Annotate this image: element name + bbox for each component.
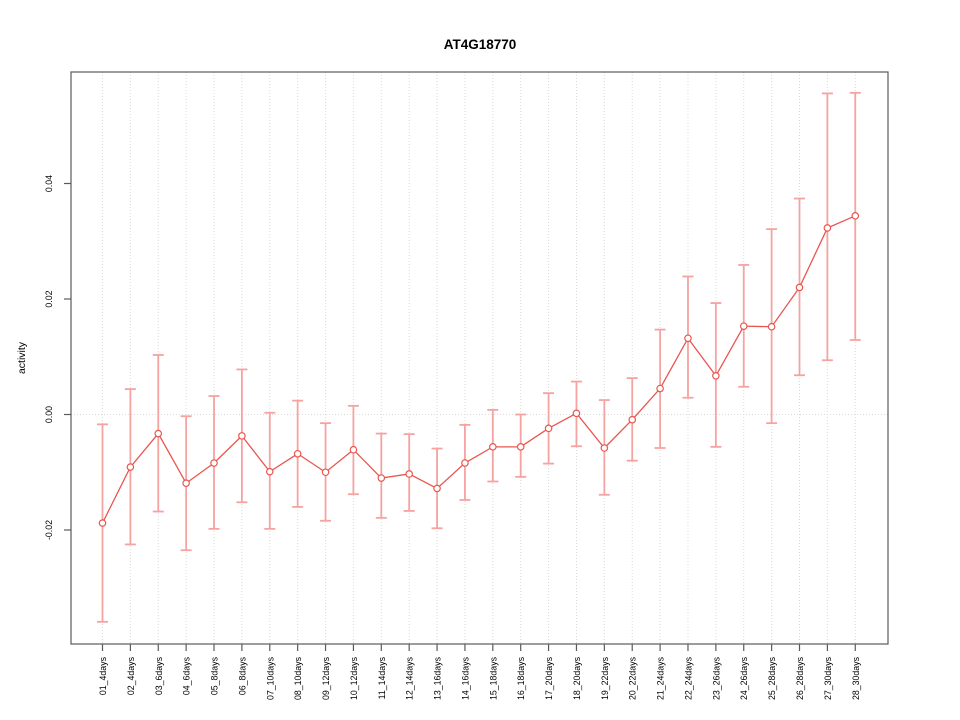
x-tick-label: 01_4days: [98, 656, 108, 695]
x-tick-label: 23_26days: [711, 656, 721, 700]
data-point: [712, 372, 720, 380]
x-tick-label: 19_22days: [600, 656, 610, 700]
x-tick-label: 25_28days: [767, 656, 777, 700]
series-line: [101, 215, 856, 524]
data-point: [572, 409, 581, 418]
data-point: [739, 322, 748, 330]
data-point: [126, 463, 135, 471]
x-tick-label: 11_14days: [377, 656, 387, 699]
x-tick-label: 12_14days: [405, 656, 415, 700]
chart-title: AT4G18770: [443, 37, 517, 52]
x-tick-label: 09_12days: [321, 656, 331, 700]
y-tick-label: 0.00: [44, 406, 54, 423]
data-point: [210, 459, 218, 467]
x-tick-label: 21_24days: [656, 656, 666, 700]
data-point: [767, 322, 776, 331]
x-tick-label: 05_8days: [210, 656, 220, 695]
x-tick-label: 28_30days: [851, 656, 861, 700]
x-tick-label: 06_8days: [237, 656, 247, 695]
x-tick-label: 13_16days: [433, 656, 443, 700]
y-tick-label: 0.02: [44, 290, 54, 307]
data-point: [461, 459, 469, 467]
x-tick-label: 20_22days: [628, 656, 638, 700]
x-tick-label: 26_28days: [795, 656, 805, 700]
data-point: [851, 212, 860, 220]
data-point: [182, 479, 190, 488]
data-point: [321, 468, 330, 477]
x-tick-label: 08_10days: [293, 656, 303, 700]
data-point: [628, 415, 637, 424]
data-point: [154, 429, 163, 438]
data-point: [349, 445, 358, 454]
x-tick-label: 24_26days: [739, 656, 749, 700]
x-tick-label: 18_20days: [572, 656, 582, 700]
x-tick-label: 07_10days: [265, 656, 275, 700]
data-point: [98, 519, 107, 527]
data-point: [433, 484, 441, 493]
data-point: [823, 224, 832, 232]
x-tick-label: 14_16days: [460, 656, 470, 700]
y-tick-label: 0.04: [44, 175, 54, 192]
data-point: [795, 283, 804, 292]
data-point: [238, 432, 246, 440]
x-tick-label: 16_18days: [516, 656, 526, 700]
x-tick-label: 10_12days: [349, 656, 359, 700]
data-point: [405, 470, 413, 478]
plot-border: [70, 71, 889, 645]
y-axis-title: activity: [16, 341, 28, 375]
x-tick-label: 03_6days: [154, 656, 164, 695]
y-tick-label: -0.02: [44, 520, 54, 540]
x-tick-label: 27_30days: [823, 656, 833, 700]
data-point: [516, 443, 525, 451]
data-point: [377, 474, 386, 482]
x-tick-label: 22_24days: [683, 656, 693, 700]
x-tick-label: 15_18days: [488, 656, 498, 700]
x-tick-label: 02_4days: [126, 656, 136, 695]
data-point: [544, 424, 553, 433]
data-point: [265, 467, 274, 476]
data-point: [293, 449, 302, 458]
data-point: [684, 334, 692, 343]
data-point: [656, 384, 664, 393]
data-point: [489, 443, 497, 451]
x-tick-label: 17_20days: [544, 656, 554, 700]
data-point: [600, 444, 609, 452]
x-tick-label: 04_6days: [182, 656, 192, 695]
